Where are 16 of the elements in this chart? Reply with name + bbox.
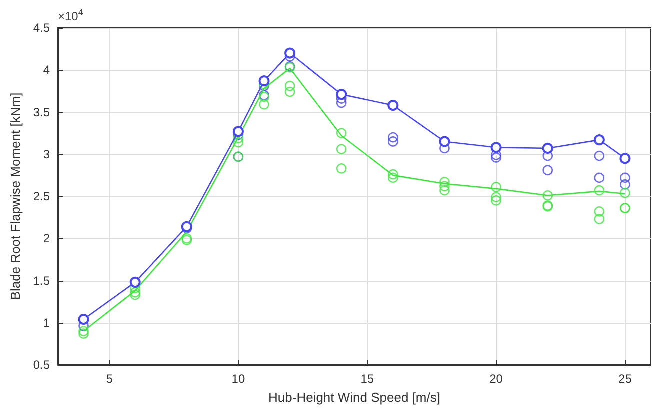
x-tick-label: 10 [232, 372, 246, 386]
y-tick-label: 4 [43, 63, 50, 78]
x-tick-label: 25 [618, 372, 632, 386]
y-tick-label: 2.5 [33, 190, 50, 204]
x-tick-label: 15 [360, 372, 374, 386]
y-tick-label: 4.5 [33, 21, 50, 35]
y-axis-title: Blade Root Flapwise Moment [kNm] [8, 92, 23, 300]
y-tick-label: 0.5 [33, 358, 50, 372]
x-tick-label: 5 [106, 372, 114, 386]
y-tick-label: 1 [43, 316, 50, 330]
x-axis-title: Hub-Height Wind Speed [m/s] [268, 390, 440, 405]
x-tick-label: 20 [490, 372, 504, 386]
y-tick-label: 1.5 [33, 274, 50, 288]
y-tick-label: 2 [43, 232, 50, 246]
y-tick-label: 3 [43, 147, 50, 162]
y-tick-label: 3.5 [33, 105, 50, 120]
